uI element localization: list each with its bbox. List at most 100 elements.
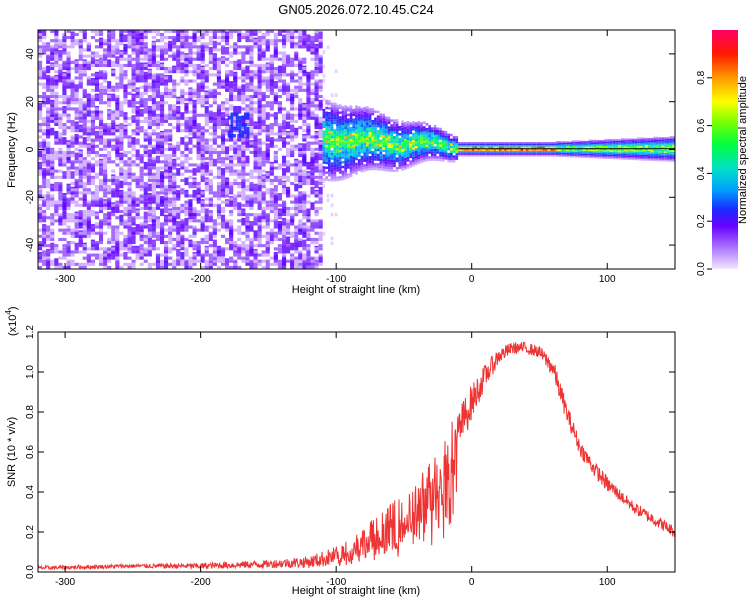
- heatmap-cell: [318, 65, 323, 74]
- heatmap-cell: [360, 170, 364, 173]
- heatmap-cell: [38, 110, 43, 114]
- heatmap-cell: [135, 163, 140, 167]
- heatmap-cell: [58, 175, 63, 179]
- heatmap-cell: [241, 217, 246, 226]
- heatmap-cell: [306, 265, 311, 269]
- heatmap-cell: [229, 256, 234, 260]
- heatmap-cell: [225, 188, 230, 192]
- heatmap-cell: [188, 137, 193, 145]
- heatmap-cell: [322, 120, 326, 124]
- heatmap-cell: [233, 63, 238, 67]
- heatmap-cell: [38, 210, 43, 214]
- heatmap-cell: [294, 175, 299, 179]
- heatmap-cell: [385, 169, 388, 172]
- heatmap-cell: [151, 160, 156, 164]
- heatmap-cell: [42, 253, 47, 257]
- heatmap-cell: [233, 200, 238, 204]
- heatmap-cell: [94, 241, 99, 245]
- heatmap-cell: [66, 51, 71, 55]
- heatmap-cell: [277, 138, 282, 142]
- heatmap-cell: [333, 128, 337, 132]
- heatmap-cell: [374, 146, 377, 149]
- heatmap-cell: [111, 88, 116, 92]
- heatmap-cell: [282, 73, 287, 77]
- heatmap-cell: [431, 136, 434, 140]
- heatmap-cell: [428, 141, 431, 145]
- heatmap-cell: [257, 253, 262, 257]
- heatmap-cell: [376, 117, 380, 121]
- heatmap-cell: [306, 208, 311, 217]
- heatmap-cell: [344, 172, 347, 175]
- heatmap-cell: [355, 105, 358, 108]
- heatmap-cell: [338, 142, 342, 145]
- heatmap-cell: [172, 197, 177, 201]
- heatmap-cell: [376, 120, 380, 123]
- heatmap-cell: [90, 57, 95, 61]
- heatmap-cell: [249, 259, 254, 263]
- heatmap-cell: [82, 123, 87, 127]
- heatmap-cell: [172, 228, 177, 232]
- heatmap-cell: [344, 138, 347, 142]
- heatmap-cell: [393, 124, 396, 127]
- heatmap-cell: [208, 172, 213, 176]
- heatmap-cell: [314, 70, 319, 74]
- heatmap-cell: [176, 45, 181, 49]
- heatmap-cell: [261, 250, 266, 254]
- heatmap-cell: [325, 99, 328, 103]
- heatmap-cell: [414, 146, 418, 149]
- heatmap-cell: [184, 228, 189, 232]
- heatmap-cell: [147, 213, 152, 217]
- heatmap-cell: [127, 185, 132, 189]
- heatmap-cell: [310, 76, 315, 80]
- heatmap-cell: [172, 104, 177, 108]
- heatmap-cell: [325, 118, 328, 122]
- heatmap-cell: [322, 232, 326, 236]
- heatmap-cell: [444, 157, 448, 160]
- heatmap-cell: [139, 73, 144, 77]
- heatmap-cell: [115, 126, 120, 130]
- heatmap-cell: [230, 119, 234, 124]
- heatmap-cell: [425, 135, 429, 138]
- heatmap-cell: [42, 48, 47, 52]
- heatmap-cell: [338, 137, 342, 141]
- heatmap-cell: [208, 67, 213, 71]
- heatmap-cell: [294, 234, 299, 238]
- heatmap-cell: [306, 244, 311, 248]
- heatmap-cell: [406, 144, 410, 148]
- heatmap-cell: [143, 30, 148, 33]
- heatmap-cell: [382, 147, 385, 150]
- heatmap-cell: [143, 91, 148, 95]
- heatmap-cell: [172, 214, 177, 223]
- heatmap-cell: [368, 156, 372, 159]
- heatmap-cell: [414, 143, 418, 146]
- heatmap-cell: [200, 219, 205, 223]
- heatmap-cell: [74, 213, 79, 217]
- heatmap-cell: [155, 169, 160, 173]
- heatmap-cell: [286, 244, 291, 248]
- heatmap-cell: [82, 244, 87, 248]
- heatmap-cell: [310, 150, 315, 154]
- heatmap-cell: [82, 54, 87, 58]
- heatmap-cell: [78, 110, 83, 114]
- heatmap-cell: [62, 154, 67, 158]
- heatmap-cell: [517, 145, 521, 147]
- heatmap-cell: [103, 141, 108, 145]
- heatmap-cell: [119, 135, 124, 139]
- heatmap-cell: [528, 153, 532, 156]
- heatmap-cell: [99, 85, 104, 89]
- heatmap-cell: [286, 121, 291, 130]
- heatmap-cell: [406, 140, 410, 143]
- heatmap-cell: [62, 95, 67, 99]
- heatmap-cell: [460, 146, 464, 148]
- heatmap-cell: [184, 30, 189, 33]
- heatmap-cell: [70, 250, 75, 254]
- heatmap-cell: [314, 138, 319, 142]
- heatmap-cell: [58, 57, 63, 61]
- heatmap-cell: [290, 60, 295, 64]
- heatmap-cell: [277, 30, 282, 33]
- heatmap-cell: [458, 150, 461, 153]
- heatmap-cell: [127, 244, 132, 248]
- heatmap-cell: [221, 185, 226, 189]
- heatmap-cell: [143, 129, 148, 133]
- heatmap-cell: [398, 164, 402, 167]
